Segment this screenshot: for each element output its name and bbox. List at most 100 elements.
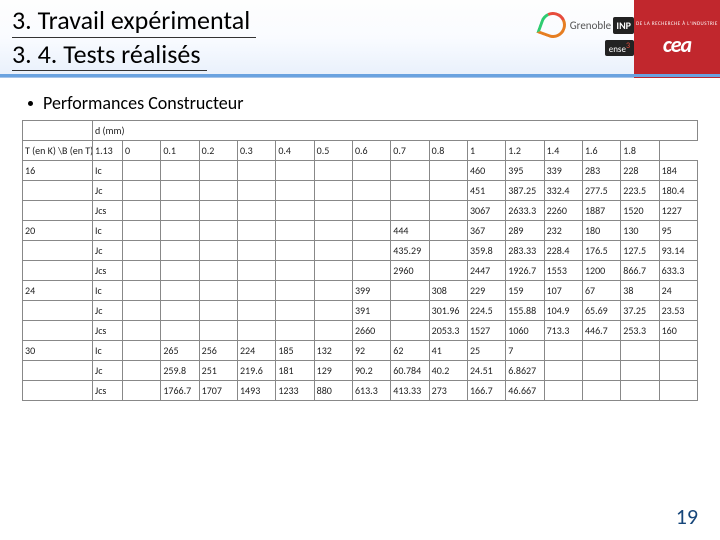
header-accent-stripe <box>0 74 720 77</box>
value-cell <box>237 201 275 221</box>
t-cell <box>23 301 93 321</box>
value-cell <box>123 221 161 241</box>
value-cell: 37.25 <box>621 301 659 321</box>
value-cell: 301.96 <box>429 301 467 321</box>
table-row: Jcs30672633.32260188715201227 <box>23 201 698 221</box>
value-cell <box>276 161 314 181</box>
value-cell: 413.33 <box>391 381 429 401</box>
value-cell: 446.7 <box>582 321 620 341</box>
value-cell <box>161 221 199 241</box>
value-cell <box>314 321 352 341</box>
grenoble-inp-logo: Grenoble INP ense3 <box>524 4 634 64</box>
value-cell <box>314 241 352 261</box>
value-cell <box>391 161 429 181</box>
value-cell <box>276 241 314 261</box>
table-row: 20Ic44436728923218013095 <box>23 221 698 241</box>
value-cell <box>544 361 582 381</box>
table-row: 16Ic460395339283228184 <box>23 161 698 181</box>
b-col-header: 0.7 <box>391 141 429 161</box>
inp-swirl-icon <box>536 8 569 41</box>
value-cell: 166.7 <box>467 381 505 401</box>
d-header: d (mm) <box>93 121 698 141</box>
value-cell <box>314 301 352 321</box>
value-cell <box>237 241 275 261</box>
b-col-header: 0.3 <box>237 141 275 161</box>
t-cell <box>23 241 93 261</box>
value-cell: 228 <box>621 161 659 181</box>
value-cell: 613.3 <box>352 381 390 401</box>
value-cell <box>391 281 429 301</box>
label-cell: Ic <box>93 221 123 241</box>
bullet-text: Performances Constructeur <box>43 92 243 114</box>
value-cell: 24 <box>659 281 697 301</box>
value-cell <box>123 241 161 261</box>
page-number: 19 <box>676 503 698 530</box>
value-cell <box>352 201 390 221</box>
value-cell <box>161 301 199 321</box>
value-cell: 224 <box>237 341 275 361</box>
value-cell: 395 <box>506 161 544 181</box>
title-line-2: 3. 4. Tests réalisés <box>12 38 207 71</box>
value-cell <box>352 161 390 181</box>
b-col-header: 1.8 <box>621 141 659 161</box>
value-cell: 359.8 <box>467 241 505 261</box>
value-cell <box>199 261 237 281</box>
value-cell <box>429 161 467 181</box>
value-cell: 391 <box>352 301 390 321</box>
t-cell <box>23 381 93 401</box>
label-cell: Jcs <box>93 261 123 281</box>
blank-corner <box>23 121 93 141</box>
value-cell: 160 <box>659 321 697 341</box>
value-cell <box>123 261 161 281</box>
title-line-1: 3. Travail expérimental <box>12 4 256 38</box>
value-cell: 95 <box>659 221 697 241</box>
value-cell <box>199 161 237 181</box>
bullet-item: Performances Constructeur <box>28 92 720 114</box>
value-cell <box>391 201 429 221</box>
value-cell <box>659 341 697 361</box>
value-cell: 223.5 <box>621 181 659 201</box>
value-cell <box>237 221 275 241</box>
value-cell: 92 <box>352 341 390 361</box>
value-cell <box>237 161 275 181</box>
value-cell <box>161 181 199 201</box>
t-cell <box>23 361 93 381</box>
t-cell: 30 <box>23 341 93 361</box>
table-row: Jc435.29359.8283.33228.4176.5127.593.14 <box>23 241 698 261</box>
value-cell: 224.5 <box>467 301 505 321</box>
ense3-logo: ense3 <box>605 40 634 56</box>
value-cell <box>199 301 237 321</box>
value-cell <box>276 301 314 321</box>
value-cell <box>352 181 390 201</box>
value-cell: 387.25 <box>506 181 544 201</box>
value-cell: 283 <box>582 161 620 181</box>
value-cell <box>199 181 237 201</box>
data-table-wrap: d (mm) T (en K) \B (en T) 1.13 00.10.20.… <box>22 120 698 401</box>
value-cell <box>237 261 275 281</box>
header-row-b: T (en K) \B (en T) 1.13 00.10.20.30.40.5… <box>23 141 698 161</box>
value-cell <box>276 181 314 201</box>
value-cell: 93.14 <box>659 241 697 261</box>
value-cell: 1766.7 <box>161 381 199 401</box>
value-cell: 184 <box>659 161 697 181</box>
value-cell: 1553 <box>544 261 582 281</box>
value-cell: 181 <box>276 361 314 381</box>
label-cell: Jc <box>93 181 123 201</box>
value-cell <box>161 281 199 301</box>
value-cell <box>199 281 237 301</box>
value-cell: 1060 <box>506 321 544 341</box>
value-cell: 41 <box>429 341 467 361</box>
table-row: 30Ic265256224185132926241257 <box>23 341 698 361</box>
value-cell <box>237 181 275 201</box>
value-cell: 460 <box>467 161 505 181</box>
value-cell <box>161 161 199 181</box>
value-cell: 228.4 <box>544 241 582 261</box>
value-cell: 25 <box>467 341 505 361</box>
value-cell <box>391 301 429 321</box>
value-cell <box>276 221 314 241</box>
value-cell: 229 <box>467 281 505 301</box>
value-cell: 713.3 <box>544 321 582 341</box>
value-cell <box>429 181 467 201</box>
value-cell <box>276 261 314 281</box>
table-body: 16Ic460395339283228184Jc451387.25332.427… <box>23 161 698 401</box>
